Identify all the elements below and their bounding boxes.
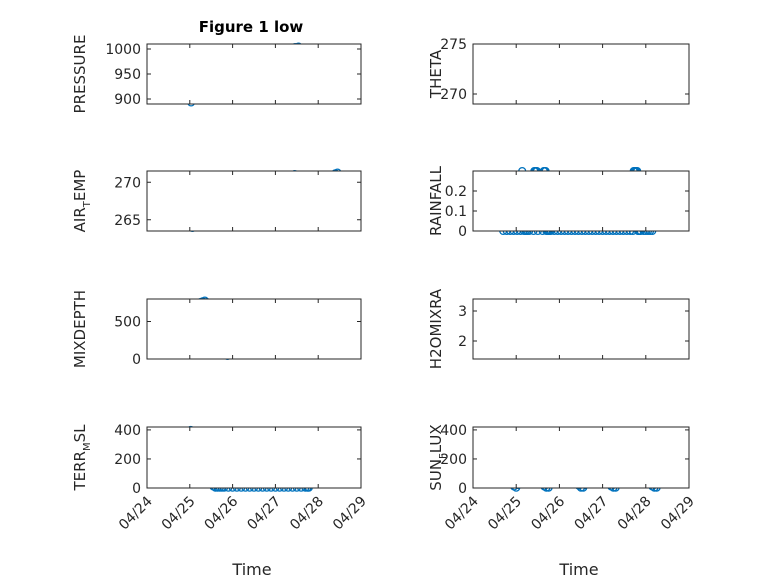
y-tick-label: 900 xyxy=(114,92,141,108)
y-tick-label: 270 xyxy=(440,87,467,103)
subplot-mixdepth: 0 500 MIXDEPTH xyxy=(71,290,362,368)
y-tick-label: 950 xyxy=(114,67,141,83)
y-axis-label: THETA xyxy=(427,49,445,99)
axes-frame xyxy=(146,426,362,489)
y-tick-label: 1000 xyxy=(105,42,141,58)
axes-frame xyxy=(472,298,690,360)
axes-frame xyxy=(146,298,362,360)
y-tick-label: 0.2 xyxy=(445,184,467,200)
y-axis-label: RAINFALL xyxy=(427,165,445,236)
x-axis-label: Time xyxy=(231,560,271,579)
axes-frame xyxy=(472,43,690,105)
axes-frame xyxy=(472,170,690,232)
y-tick-label: 270 xyxy=(114,175,141,191)
y-tick-label: 200 xyxy=(114,452,141,468)
y-tick-label: 275 xyxy=(440,37,467,53)
subplot-pressure: 900 950 1000 PRESSURE xyxy=(71,35,362,114)
y-tick-label: 0 xyxy=(458,481,467,497)
subplot-air-temp: 265 270 AIRTEMP xyxy=(71,168,362,233)
figure-title: Figure 1 low xyxy=(199,18,304,36)
y-tick-label: 200 xyxy=(440,452,467,468)
y-tick-label: 0 xyxy=(132,352,141,368)
y-tick-label: 400 xyxy=(440,423,467,439)
y-axis-label: H2OMIXRA xyxy=(427,288,445,369)
axes-frame xyxy=(146,43,362,105)
subplot-h2omixra: 2 3 H2OMIXRA xyxy=(427,288,690,369)
y-tick-label: 0.1 xyxy=(445,204,467,220)
y-tick-label: 500 xyxy=(114,315,141,331)
y-tick-label: 265 xyxy=(114,213,141,229)
y-tick-label: 3 xyxy=(458,304,467,320)
y-tick-label: 400 xyxy=(114,423,141,439)
y-axis-label: SUNFLUX xyxy=(427,424,449,490)
y-axis-label: TERRMSL xyxy=(71,424,93,492)
y-axis-label: PRESSURE xyxy=(71,35,89,114)
y-tick-label: 0 xyxy=(132,481,141,497)
y-axis-label: MIXDEPTH xyxy=(71,290,89,368)
axes-frame xyxy=(472,426,690,489)
x-axis-label: Time xyxy=(558,560,598,579)
axes-frame xyxy=(146,170,362,232)
y-axis-label: AIRTEMP xyxy=(71,170,93,233)
y-tick-label: 0 xyxy=(458,224,467,240)
y-tick-label: 2 xyxy=(458,334,467,350)
